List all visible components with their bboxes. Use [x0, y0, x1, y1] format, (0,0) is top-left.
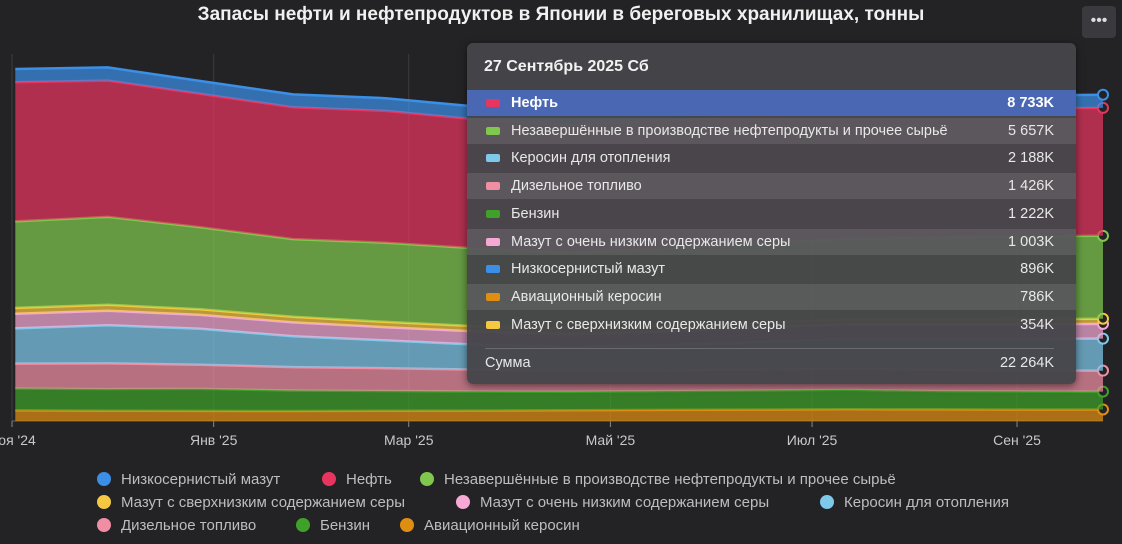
tooltip-series-name: Низкосернистый мазут: [511, 261, 665, 278]
x-tick-label: Июл '25: [787, 432, 838, 448]
tooltip-series-value: 896K: [1020, 261, 1054, 278]
tooltip-sum-label: Сумма: [485, 355, 531, 371]
series-swatch: [486, 154, 500, 163]
tooltip-series-value: 786K: [1020, 288, 1054, 305]
legend-dot-icon: [456, 495, 470, 509]
tooltip-row: Мазут с очень низким содержанием серы 1 0…: [467, 228, 1076, 255]
point-marker-8: [1097, 88, 1109, 101]
legend-label: Нефть: [346, 471, 392, 488]
x-tick-label: Ноя '24: [0, 432, 36, 448]
legend-label: Бензин: [320, 517, 371, 534]
tooltip-series-name: Мазут с очень низким содержанием серы: [511, 233, 791, 250]
x-tick-label: Мар '25: [384, 432, 434, 448]
series-swatch: [486, 182, 500, 191]
legend-label: Мазут с очень низким содержанием серы: [480, 494, 770, 511]
tooltip-series-value: 1 003K: [1008, 233, 1054, 250]
legend-item[interactable]: Мазут с сверхнизким содержанием серы: [97, 494, 405, 511]
legend-dot-icon: [322, 472, 336, 486]
tooltip-series-name: Дизельное топливо: [511, 178, 642, 195]
tooltip-row: Авиационный керосин 786K: [467, 283, 1076, 310]
legend-dot-icon: [820, 495, 834, 509]
x-tick-label: Сен '25: [993, 432, 1041, 448]
legend-item[interactable]: Низкосернистый мазут: [97, 471, 280, 488]
legend-item[interactable]: Незавершённые в производстве нефтепродук…: [420, 471, 896, 488]
legend-label: Дизельное топливо: [121, 517, 257, 534]
tooltip-series-name: Керосин для отопления: [511, 150, 671, 167]
legend-label: Незавершённые в производстве нефтепродук…: [444, 471, 896, 488]
legend-label: Мазут с сверхнизким содержанием серы: [121, 494, 405, 511]
tooltip-series-value: 5 657K: [1008, 122, 1054, 139]
data-tooltip: 27 Сентябрь 2025 Сб Нефть 8 733K Незавершё…: [467, 43, 1076, 384]
tooltip-series-name: Бензин: [511, 205, 560, 222]
tooltip-sum-value: 22 264K: [999, 355, 1054, 371]
tooltip-divider: [485, 348, 1054, 349]
tooltip-series-name: Мазут с сверхнизким содержанием серы: [511, 316, 786, 333]
legend-label: Низкосернистый мазут: [121, 471, 281, 488]
x-tick-label: Май '25: [586, 432, 636, 448]
tooltip-row: Бензин 1 222K: [467, 201, 1076, 227]
x-tick-label: Янв '25: [190, 432, 238, 448]
legend-item[interactable]: Бензин: [296, 517, 370, 534]
series-swatch: [486, 320, 500, 329]
tooltip-series-name: Нефть: [511, 95, 559, 111]
tooltip-row: Керосин для отопления 2 188K: [467, 145, 1076, 171]
tooltip-row: Нефть 8 733K: [467, 90, 1076, 116]
tooltip-series-value: 8 733K: [1007, 95, 1054, 111]
legend-dot-icon: [97, 495, 111, 509]
tooltip-row: Дизельное топливо 1 426K: [467, 173, 1076, 200]
tooltip-row: Низкосернистый мазут 896K: [467, 256, 1076, 282]
tooltip-series-value: 2 188K: [1008, 150, 1054, 167]
series-swatch: [486, 99, 500, 107]
series-swatch: [486, 292, 500, 301]
tooltip-series-value: 354K: [1020, 316, 1054, 333]
tooltip-series-value: 1 426K: [1008, 178, 1054, 195]
legend-item[interactable]: Нефть: [322, 471, 392, 488]
legend-item[interactable]: Авиационный керосин: [400, 517, 580, 534]
legend-dot-icon: [420, 472, 434, 486]
legend-item[interactable]: Керосин для отопления: [820, 494, 1009, 511]
legend-item[interactable]: Дизельное топливо: [97, 517, 256, 534]
series-swatch: [486, 237, 500, 246]
chart-title: Запасы нефти и нефтепродуктов в Японии в…: [197, 4, 925, 25]
legend-label: Авиационный керосин: [424, 517, 580, 534]
tooltip-row: Незавершённые в производстве нефтепродук…: [467, 117, 1076, 144]
more-options-icon[interactable]: •••: [1082, 6, 1116, 38]
legend-label: Керосин для отопления: [844, 494, 1009, 511]
tooltip-series-name: Незавершённые в производстве нефтепродук…: [511, 122, 948, 139]
legend-dot-icon: [400, 518, 414, 532]
series-swatch: [486, 265, 500, 274]
legend-dot-icon: [97, 472, 111, 486]
series-swatch: [486, 126, 500, 135]
legend-dot-icon: [97, 518, 111, 532]
tooltip-series-name: Авиационный керосин: [511, 288, 662, 305]
legend-dot-icon: [296, 518, 310, 532]
legend-item[interactable]: Мазут с очень низким содержанием серы: [456, 494, 769, 511]
area-1: [15, 388, 1103, 411]
tooltip-row: Мазут с сверхнизким содержанием серы 354K: [467, 312, 1076, 338]
series-swatch: [486, 209, 500, 218]
tooltip-date: 27 Сентябрь 2025 Сб: [484, 58, 649, 75]
tooltip-series-value: 1 222K: [1008, 205, 1054, 222]
